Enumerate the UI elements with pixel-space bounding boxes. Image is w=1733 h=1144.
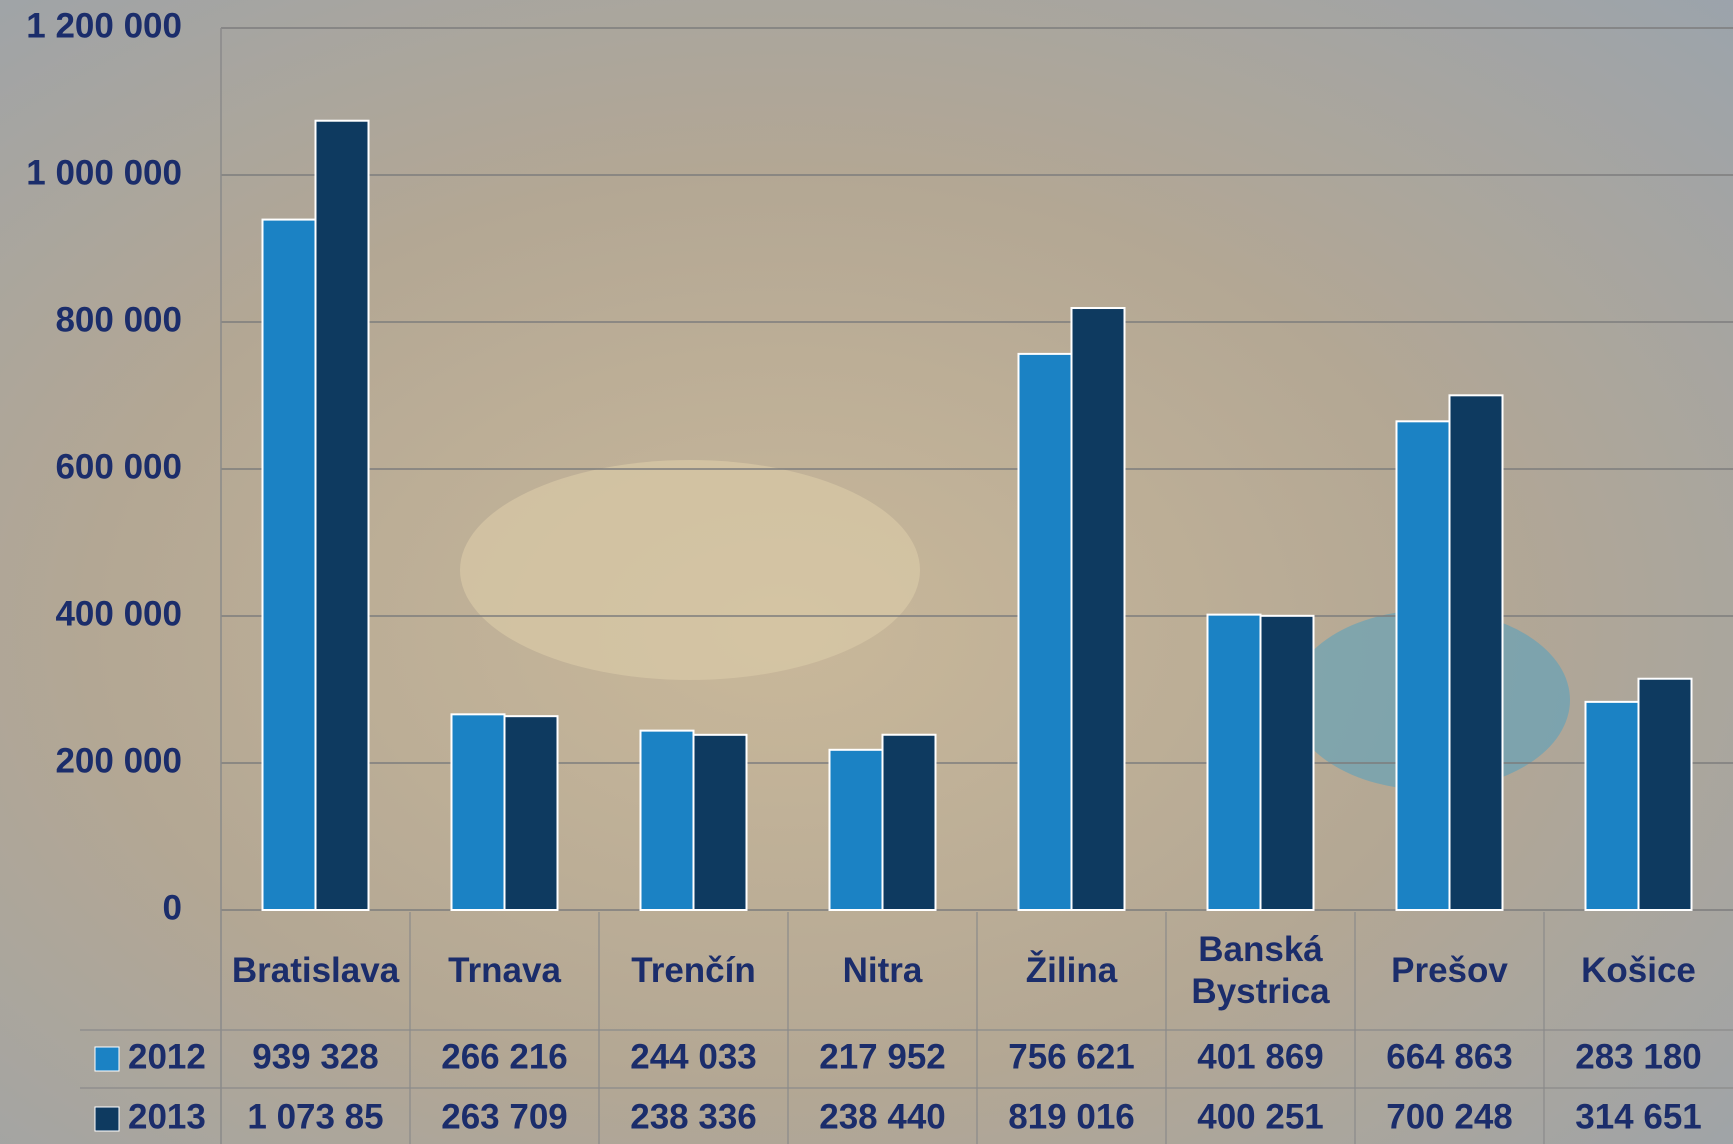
x-tick-label-box: Nitra xyxy=(792,912,973,1030)
table-value: 401 869 xyxy=(1197,1037,1324,1076)
x-tick-label: Bratislava xyxy=(225,912,406,1030)
bar xyxy=(316,121,369,910)
bar xyxy=(1208,615,1261,910)
page: 0 200 000 400 000 600 000 800 000 1 000 000 1 … xyxy=(0,0,1733,1144)
bar xyxy=(1450,395,1503,910)
bar xyxy=(263,220,316,910)
bar xyxy=(641,731,694,910)
table-value: 756 621 xyxy=(1008,1037,1135,1076)
legend-label: 2012 xyxy=(128,1037,206,1076)
y-tick-label: 1 200 000 xyxy=(26,6,182,45)
table-value: 238 440 xyxy=(819,1097,946,1136)
bar xyxy=(883,735,936,910)
table-value: 266 216 xyxy=(441,1037,568,1076)
bar xyxy=(505,716,558,910)
x-tick-label-box: Košice xyxy=(1548,912,1729,1030)
y-tick-label: 200 000 xyxy=(55,741,182,780)
bar xyxy=(1072,308,1125,910)
x-tick-label: Trenčín xyxy=(603,912,784,1030)
x-tick-label: Nitra xyxy=(792,912,973,1030)
table-value: 283 180 xyxy=(1575,1037,1702,1076)
x-tick-label-box: Prešov xyxy=(1359,912,1540,1030)
bar xyxy=(1639,679,1692,910)
table-value: 819 016 xyxy=(1008,1097,1135,1136)
bar xyxy=(694,735,747,910)
table-value: 939 328 xyxy=(252,1037,379,1076)
x-tick-label-box: Bratislava xyxy=(225,912,406,1030)
x-tick-label-box: Banská Bystrica xyxy=(1170,912,1351,1030)
bar xyxy=(1019,354,1072,910)
x-tick-label-box: Trnava xyxy=(414,912,595,1030)
x-tick-label: Košice xyxy=(1548,912,1729,1030)
x-tick-label: Trnava xyxy=(414,912,595,1030)
y-tick-label: 600 000 xyxy=(55,447,182,486)
table-value: 314 651 xyxy=(1575,1097,1702,1136)
x-tick-label-box: Žilina xyxy=(981,912,1162,1030)
bar xyxy=(452,714,505,910)
x-tick-label: Prešov xyxy=(1359,912,1540,1030)
table-value: 400 251 xyxy=(1197,1097,1324,1136)
hat xyxy=(460,460,920,680)
legend-swatch xyxy=(95,1107,119,1131)
bar xyxy=(830,750,883,910)
x-tick-label: Žilina xyxy=(981,912,1162,1030)
table-value: 217 952 xyxy=(819,1037,946,1076)
bar xyxy=(1586,702,1639,910)
table-value: 700 248 xyxy=(1386,1097,1513,1136)
legend-label: 2013 xyxy=(128,1097,206,1136)
y-tick-label: 0 xyxy=(163,888,182,927)
table-value: 238 336 xyxy=(630,1097,757,1136)
legend-swatch xyxy=(95,1047,119,1071)
y-tick-label: 1 000 000 xyxy=(26,153,182,192)
table-value: 244 033 xyxy=(630,1037,757,1076)
table-value: 1 073 85 xyxy=(247,1097,383,1136)
bar xyxy=(1397,421,1450,910)
table-value: 263 709 xyxy=(441,1097,568,1136)
x-tick-label: Banská Bystrica xyxy=(1170,912,1351,1030)
chart: 0 200 000 400 000 600 000 800 000 1 000 000 1 … xyxy=(0,0,1733,1144)
table-value: 664 863 xyxy=(1386,1037,1513,1076)
x-tick-label-box: Trenčín xyxy=(603,912,784,1030)
bar xyxy=(1261,616,1314,910)
y-tick-label: 400 000 xyxy=(55,594,182,633)
y-tick-label: 800 000 xyxy=(55,300,182,339)
